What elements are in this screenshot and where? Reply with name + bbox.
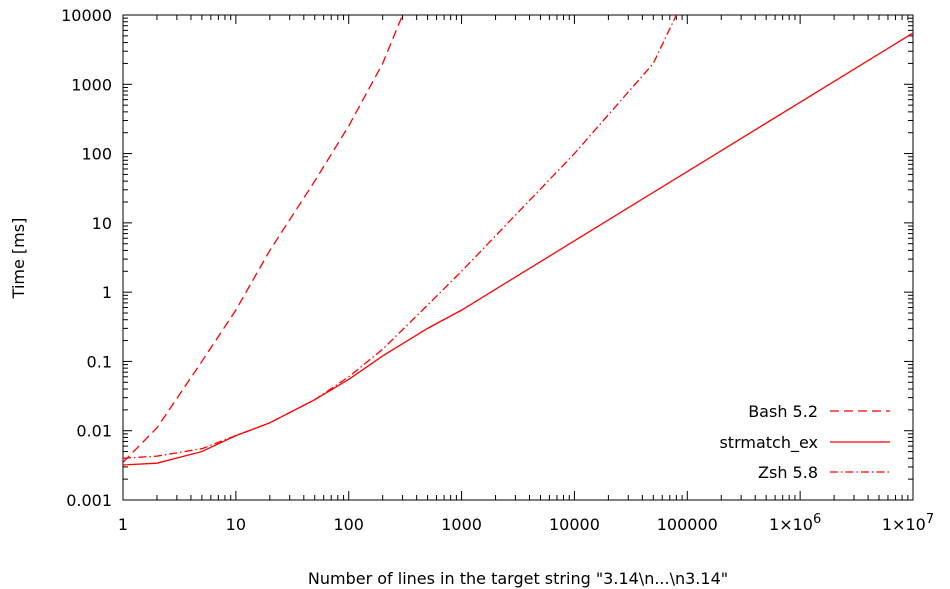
- series-lines: [123, 15, 913, 466]
- x-tick-label: 100: [333, 515, 364, 534]
- legend-label: Zsh 5.8: [758, 463, 818, 482]
- legend: Bash 5.2 strmatch_ex Zsh 5.8: [719, 402, 890, 482]
- y-tick-label: 0.001: [66, 491, 112, 510]
- x-axis-label: Number of lines in the target string "3.…: [308, 569, 728, 588]
- series-line-strmatch-ex: [123, 32, 913, 466]
- y-tick-label: 0.1: [87, 352, 112, 371]
- series-line-zsh-5-8: [123, 15, 677, 459]
- y-tick-label: 100: [81, 145, 112, 164]
- x-tick-label: 1: [118, 515, 128, 534]
- x-tick-labels: 1 10 100 1000 10000 100000 1×106 1×107: [118, 512, 934, 534]
- y-axis-label: Time [ms]: [9, 218, 28, 300]
- y-tick-label: 10: [92, 214, 112, 233]
- x-tick-label: 1×106: [769, 512, 821, 534]
- legend-label: strmatch_ex: [719, 433, 818, 453]
- x-tick-label: 100000: [657, 515, 718, 534]
- y-tick-label: 1000: [71, 75, 112, 94]
- y-tick-labels: 0.001 0.01 0.1 1 10 100 1000 10000: [61, 6, 112, 510]
- axis-ticks: [122, 15, 914, 501]
- y-tick-label: 0.01: [76, 422, 112, 441]
- x-tick-label: 10000: [549, 515, 600, 534]
- legend-label: Bash 5.2: [748, 402, 818, 421]
- plot-frame: [122, 14, 914, 501]
- series-line-bash-5-2: [123, 15, 404, 463]
- x-tick-label: 10: [226, 515, 246, 534]
- y-tick-label: 10000: [61, 6, 112, 25]
- y-tick-label: 1: [102, 283, 112, 302]
- x-tick-label: 1000: [441, 515, 482, 534]
- x-tick-label: 1×107: [882, 512, 934, 534]
